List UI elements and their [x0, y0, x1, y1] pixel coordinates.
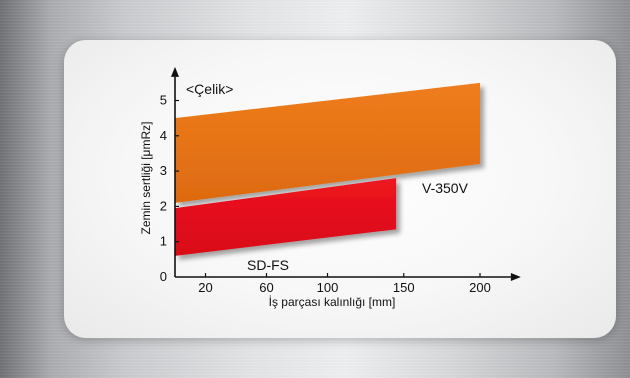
y-tick-label: 1: [160, 234, 167, 249]
series-label-sdfs: SD-FS: [247, 257, 289, 273]
x-tick-label: 150: [393, 280, 415, 295]
y-tick-label: 0: [160, 269, 167, 284]
x-tick-label: 100: [317, 280, 339, 295]
y-tick-label: 3: [160, 163, 167, 178]
x-axis-arrow: [510, 273, 521, 281]
x-tick-label: 200: [469, 280, 491, 295]
x-axis-label: İş parçası kalınlığı [mm]: [269, 295, 396, 309]
y-tick-label: 4: [160, 128, 167, 143]
band-sdfs: [175, 178, 397, 256]
band-v350v: [175, 82, 480, 203]
y-tick-label: 5: [160, 93, 167, 108]
y-axis-arrow: [171, 66, 179, 77]
chart-title: <Çelik>: [186, 81, 233, 97]
x-tick-label: 20: [198, 280, 212, 295]
y-axis-label: Zemin sertliği [μmRz]: [139, 122, 153, 235]
y-tick-label: 2: [160, 198, 167, 213]
x-tick-label: 60: [259, 280, 273, 295]
series-label-v350v: V-350V: [422, 180, 469, 196]
